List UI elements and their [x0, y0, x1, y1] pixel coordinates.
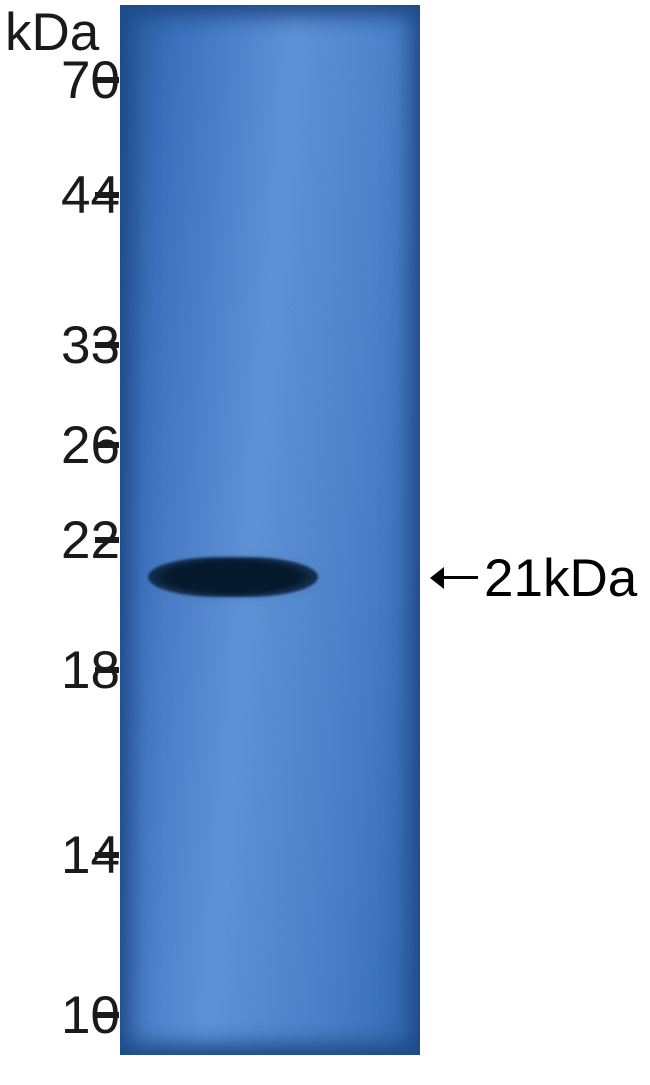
ladder-tick: [95, 192, 119, 198]
protein-band-21kda: [148, 557, 318, 597]
blot-membrane-lane: [120, 5, 420, 1055]
ladder-tick: [95, 852, 119, 858]
annotation-arrow-line: [444, 576, 478, 579]
ladder-tick: [95, 77, 119, 83]
ladder-tick: [95, 1012, 119, 1018]
ladder-tick: [95, 342, 119, 348]
membrane-background: [120, 5, 420, 1055]
western-blot-figure: kDa 70 44 33 26 22 18 14 10 21kDa: [0, 0, 650, 1085]
membrane-noise: [120, 5, 420, 1055]
ladder-tick: [95, 442, 119, 448]
annotation-arrow-head: [430, 567, 444, 589]
ladder-tick: [95, 667, 119, 673]
ladder-tick: [95, 537, 119, 543]
band-annotation-label: 21kDa: [484, 548, 637, 609]
